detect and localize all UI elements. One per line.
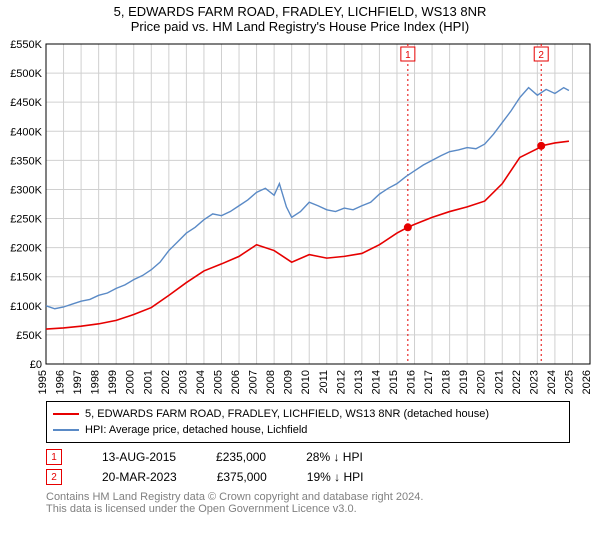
svg-text:£300K: £300K bbox=[10, 184, 42, 196]
event-delta: 19% ↓ HPI bbox=[307, 470, 364, 484]
svg-text:2025: 2025 bbox=[563, 370, 575, 394]
svg-text:2020: 2020 bbox=[476, 370, 488, 394]
svg-text:2022: 2022 bbox=[511, 370, 523, 394]
svg-text:£100K: £100K bbox=[10, 301, 42, 313]
svg-text:£550K: £550K bbox=[10, 39, 42, 51]
legend-swatch bbox=[53, 429, 79, 431]
svg-text:1996: 1996 bbox=[55, 370, 67, 394]
svg-text:2006: 2006 bbox=[230, 370, 242, 394]
svg-text:£50K: £50K bbox=[16, 330, 42, 342]
svg-text:2008: 2008 bbox=[265, 370, 277, 394]
legend-item: HPI: Average price, detached house, Lich… bbox=[53, 422, 563, 438]
svg-text:2003: 2003 bbox=[177, 370, 189, 394]
svg-text:£0: £0 bbox=[30, 359, 42, 371]
legend-swatch bbox=[53, 413, 79, 415]
events-table: 1 13-AUG-2015 £235,000 28% ↓ HPI 2 20-MA… bbox=[46, 447, 570, 487]
svg-text:2016: 2016 bbox=[406, 370, 418, 394]
svg-text:£150K: £150K bbox=[10, 272, 42, 284]
svg-text:2: 2 bbox=[538, 50, 544, 61]
svg-text:2014: 2014 bbox=[370, 370, 382, 394]
svg-text:2005: 2005 bbox=[212, 370, 224, 394]
event-row: 1 13-AUG-2015 £235,000 28% ↓ HPI bbox=[46, 447, 570, 467]
svg-text:1997: 1997 bbox=[72, 370, 84, 394]
event-row: 2 20-MAR-2023 £375,000 19% ↓ HPI bbox=[46, 467, 570, 487]
footer: Contains HM Land Registry data © Crown c… bbox=[46, 491, 570, 515]
event-price: £235,000 bbox=[216, 450, 266, 464]
svg-text:£400K: £400K bbox=[10, 126, 42, 138]
footer-line: Contains HM Land Registry data © Crown c… bbox=[46, 491, 570, 503]
svg-text:1: 1 bbox=[405, 50, 411, 61]
svg-text:2023: 2023 bbox=[528, 370, 540, 394]
svg-text:2000: 2000 bbox=[125, 370, 137, 394]
svg-text:2019: 2019 bbox=[458, 370, 470, 394]
svg-text:2002: 2002 bbox=[160, 370, 172, 394]
svg-text:2017: 2017 bbox=[423, 370, 435, 394]
svg-text:1995: 1995 bbox=[37, 370, 49, 394]
svg-text:2026: 2026 bbox=[581, 370, 593, 394]
footer-line: This data is licensed under the Open Gov… bbox=[46, 503, 570, 515]
svg-text:2004: 2004 bbox=[195, 370, 207, 394]
svg-text:1998: 1998 bbox=[90, 370, 102, 394]
svg-text:2012: 2012 bbox=[335, 370, 347, 394]
svg-text:£200K: £200K bbox=[10, 243, 42, 255]
svg-text:2010: 2010 bbox=[300, 370, 312, 394]
event-marker: 1 bbox=[46, 449, 62, 465]
svg-text:2001: 2001 bbox=[142, 370, 154, 394]
event-date: 20-MAR-2023 bbox=[102, 470, 177, 484]
svg-text:2011: 2011 bbox=[318, 370, 330, 394]
event-date: 13-AUG-2015 bbox=[102, 450, 176, 464]
legend-label: HPI: Average price, detached house, Lich… bbox=[85, 424, 307, 436]
event-delta: 28% ↓ HPI bbox=[306, 450, 363, 464]
svg-text:2013: 2013 bbox=[353, 370, 365, 394]
svg-text:£350K: £350K bbox=[10, 155, 42, 167]
legend: 5, EDWARDS FARM ROAD, FRADLEY, LICHFIELD… bbox=[46, 401, 570, 443]
svg-text:2024: 2024 bbox=[546, 370, 558, 394]
svg-text:£500K: £500K bbox=[10, 68, 42, 80]
svg-text:2007: 2007 bbox=[248, 370, 260, 394]
svg-text:2021: 2021 bbox=[493, 370, 505, 394]
svg-text:£250K: £250K bbox=[10, 214, 42, 226]
chart-container: £0 £50K £100K £150K £200K £250K £300K £350K £400… bbox=[0, 34, 600, 397]
svg-text:2009: 2009 bbox=[283, 370, 295, 394]
svg-text:£450K: £450K bbox=[10, 97, 42, 109]
event-price: £375,000 bbox=[217, 470, 267, 484]
svg-text:1999: 1999 bbox=[107, 370, 119, 394]
legend-label: 5, EDWARDS FARM ROAD, FRADLEY, LICHFIELD… bbox=[85, 408, 489, 420]
legend-item: 5, EDWARDS FARM ROAD, FRADLEY, LICHFIELD… bbox=[53, 406, 563, 422]
chart-subtitle: Price paid vs. HM Land Registry's House … bbox=[0, 19, 600, 34]
event-marker: 2 bbox=[46, 469, 62, 485]
svg-text:2018: 2018 bbox=[441, 370, 453, 394]
svg-text:2015: 2015 bbox=[388, 370, 400, 394]
price-chart: £0 £50K £100K £150K £200K £250K £300K £350K £400… bbox=[0, 34, 600, 394]
chart-title: 5, EDWARDS FARM ROAD, FRADLEY, LICHFIELD… bbox=[0, 4, 600, 19]
